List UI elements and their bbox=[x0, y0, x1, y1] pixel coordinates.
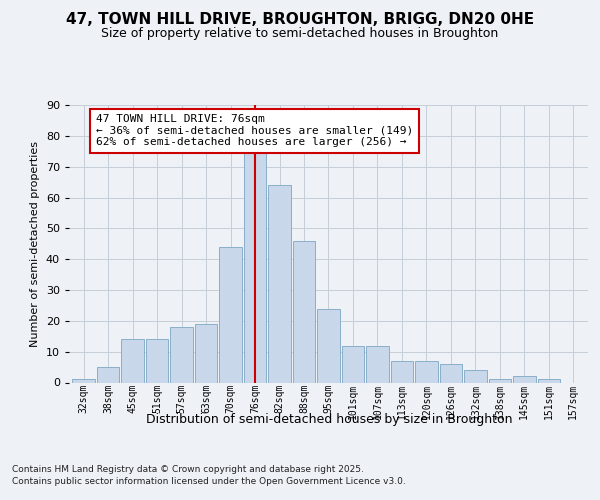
Bar bbox=[195, 324, 217, 382]
Bar bbox=[146, 340, 169, 382]
Bar bbox=[170, 327, 193, 382]
Bar bbox=[121, 340, 144, 382]
Bar bbox=[342, 346, 364, 383]
Bar bbox=[415, 361, 437, 382]
Bar bbox=[73, 380, 95, 382]
Bar bbox=[220, 247, 242, 382]
Bar bbox=[97, 367, 119, 382]
Y-axis label: Number of semi-detached properties: Number of semi-detached properties bbox=[30, 141, 40, 347]
Bar bbox=[366, 346, 389, 383]
Bar bbox=[440, 364, 462, 382]
Text: 47 TOWN HILL DRIVE: 76sqm
← 36% of semi-detached houses are smaller (149)
62% of: 47 TOWN HILL DRIVE: 76sqm ← 36% of semi-… bbox=[96, 114, 413, 148]
Bar bbox=[464, 370, 487, 382]
Bar bbox=[538, 380, 560, 382]
Bar bbox=[391, 361, 413, 382]
Bar bbox=[317, 308, 340, 382]
Bar bbox=[488, 380, 511, 382]
Bar bbox=[293, 240, 315, 382]
Text: Distribution of semi-detached houses by size in Broughton: Distribution of semi-detached houses by … bbox=[146, 412, 512, 426]
Bar bbox=[244, 148, 266, 382]
Text: Size of property relative to semi-detached houses in Broughton: Size of property relative to semi-detach… bbox=[101, 28, 499, 40]
Text: 47, TOWN HILL DRIVE, BROUGHTON, BRIGG, DN20 0HE: 47, TOWN HILL DRIVE, BROUGHTON, BRIGG, D… bbox=[66, 12, 534, 28]
Bar bbox=[513, 376, 536, 382]
Text: Contains public sector information licensed under the Open Government Licence v3: Contains public sector information licen… bbox=[12, 478, 406, 486]
Bar bbox=[268, 185, 291, 382]
Text: Contains HM Land Registry data © Crown copyright and database right 2025.: Contains HM Land Registry data © Crown c… bbox=[12, 465, 364, 474]
